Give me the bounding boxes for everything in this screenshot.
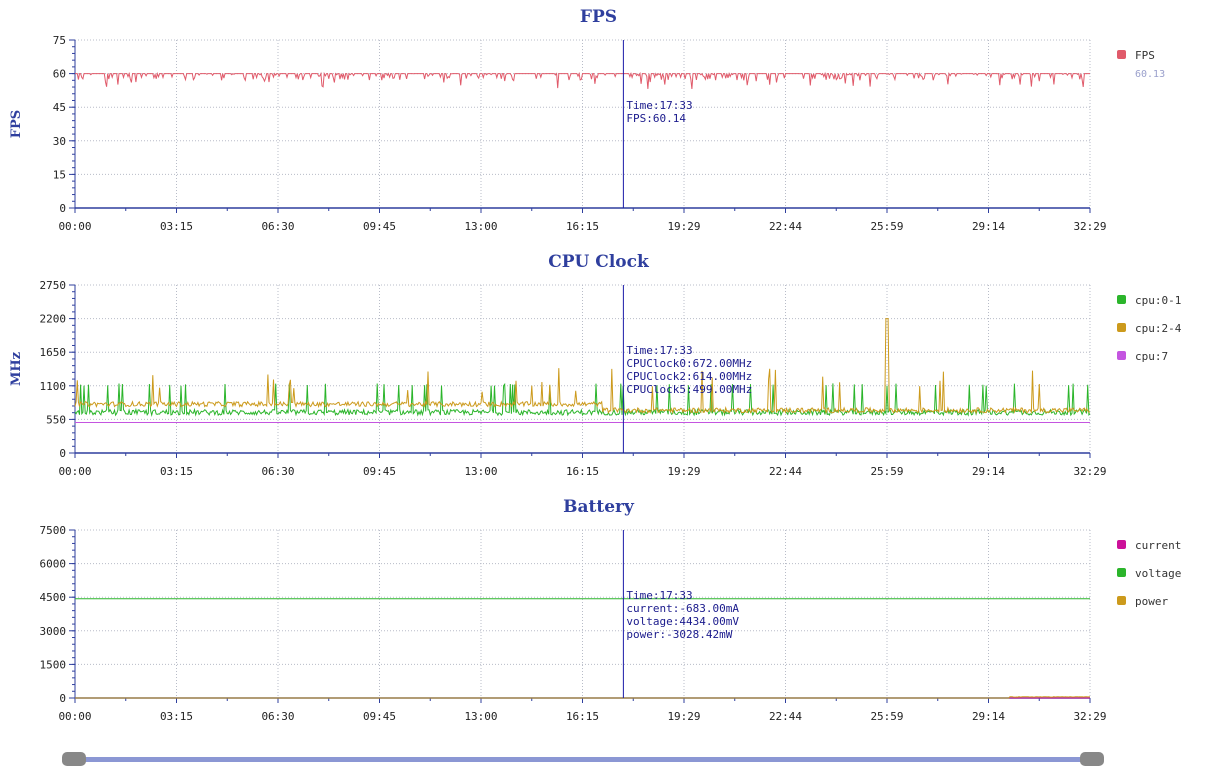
- y-tick-label: 2750: [40, 279, 67, 292]
- legend-entry: voltage: [1135, 567, 1181, 580]
- legend-entry: current: [1135, 539, 1181, 552]
- x-tick-label: 19:29: [667, 220, 700, 233]
- series-line-power: [75, 696, 1091, 699]
- y-tick-label: 0: [59, 202, 66, 215]
- series-line-cpu01: [74, 382, 1091, 417]
- y-tick-label: 1100: [40, 380, 67, 393]
- x-tick-label: 22:44: [769, 710, 802, 723]
- x-tick-label: 13:00: [464, 220, 497, 233]
- legend-value: 60.13: [1135, 69, 1165, 80]
- x-tick-label: 06:30: [261, 220, 294, 233]
- y-tick-label: 2200: [40, 313, 67, 326]
- x-tick-label: 06:30: [261, 465, 294, 478]
- x-tick-label: 19:29: [667, 465, 700, 478]
- y-tick-label: 15: [53, 168, 66, 181]
- range-end-handle[interactable]: [1080, 752, 1104, 766]
- tooltip-line: Time:17:33: [626, 344, 692, 357]
- y-tick-label: 1500: [40, 658, 67, 671]
- legend-entry: power: [1135, 595, 1168, 608]
- x-tick-label: 13:00: [464, 465, 497, 478]
- x-tick-label: 00:00: [58, 220, 91, 233]
- tooltip-line: FPS:60.14: [626, 112, 686, 125]
- chart-title: CPU Clock: [548, 252, 650, 272]
- x-tick-label: 00:00: [58, 710, 91, 723]
- time-range-slider[interactable]: [62, 751, 1104, 769]
- x-tick-label: 16:15: [566, 220, 599, 233]
- legend-swatch: [1117, 295, 1126, 304]
- x-tick-label: 32:29: [1073, 220, 1106, 233]
- x-tick-label: 29:14: [972, 220, 1005, 233]
- x-tick-label: 03:15: [160, 465, 193, 478]
- tooltip-line: CPUClock5:499.00MHz: [626, 383, 752, 396]
- tooltip-line: current:-683.00mA: [626, 602, 739, 615]
- legend-swatch: [1117, 50, 1126, 59]
- x-tick-label: 32:29: [1073, 710, 1106, 723]
- x-tick-label: 29:14: [972, 710, 1005, 723]
- range-start-handle[interactable]: [62, 752, 86, 766]
- y-tick-label: 4500: [40, 591, 67, 604]
- series-line-cpu24: [74, 318, 1091, 415]
- y-tick-label: 3000: [40, 625, 67, 638]
- legend-swatch: [1117, 323, 1126, 332]
- y-tick-label: 7500: [40, 524, 67, 537]
- x-tick-label: 16:15: [566, 465, 599, 478]
- legend-swatch: [1117, 568, 1126, 577]
- x-tick-label: 09:45: [363, 710, 396, 723]
- x-tick-label: 19:29: [667, 710, 700, 723]
- x-tick-label: 16:15: [566, 710, 599, 723]
- y-tick-label: 1650: [40, 346, 67, 359]
- x-tick-label: 22:44: [769, 220, 802, 233]
- legend-entry: cpu:2-4: [1135, 322, 1182, 335]
- x-tick-label: 13:00: [464, 710, 497, 723]
- tooltip-line: power:-3028.42mW: [626, 628, 732, 641]
- legend-swatch: [1117, 351, 1126, 360]
- legend-entry: FPS: [1135, 49, 1155, 62]
- x-tick-label: 22:44: [769, 465, 802, 478]
- chart-title: FPS: [580, 7, 617, 27]
- y-tick-label: 60: [53, 68, 66, 81]
- tooltip-line: Time:17:33: [626, 589, 692, 602]
- x-tick-label: 03:15: [160, 710, 193, 723]
- x-tick-label: 00:00: [58, 465, 91, 478]
- x-tick-label: 09:45: [363, 220, 396, 233]
- x-tick-label: 25:59: [870, 220, 903, 233]
- x-tick-label: 32:29: [1073, 465, 1106, 478]
- x-tick-label: 29:14: [972, 465, 1005, 478]
- time-range-track[interactable]: [72, 757, 1094, 762]
- x-tick-label: 09:45: [363, 465, 396, 478]
- x-tick-label: 25:59: [870, 465, 903, 478]
- legend-swatch: [1117, 540, 1126, 549]
- y-axis-label: MHz: [9, 352, 24, 386]
- y-tick-label: 6000: [40, 558, 67, 571]
- y-tick-label: 45: [53, 101, 66, 114]
- legend-entry: cpu:0-1: [1135, 294, 1181, 307]
- chart-panel-1: CPU Clock MHz 0 550 1100 1650 2200 2750 00:00 03:…: [9, 252, 1182, 478]
- legend-swatch: [1117, 596, 1126, 605]
- tooltip-line: Time:17:33: [626, 99, 692, 112]
- x-tick-label: 25:59: [870, 710, 903, 723]
- y-tick-label: 75: [53, 34, 66, 47]
- x-tick-label: 06:30: [261, 710, 294, 723]
- tooltip-line: voltage:4434.00mV: [626, 615, 739, 628]
- y-tick-label: 0: [59, 692, 66, 705]
- y-tick-label: 30: [53, 135, 66, 148]
- chart-title: Battery: [563, 497, 635, 517]
- tooltip-line: CPUClock0:672.00MHz: [626, 357, 752, 370]
- y-axis-label: FPS: [9, 110, 24, 138]
- chart-panel-2: Battery 0 1500 3000 4500 6000 7500 00:00 03:15 06…: [40, 497, 1182, 723]
- legend-entry: cpu:7: [1135, 350, 1168, 363]
- x-tick-label: 03:15: [160, 220, 193, 233]
- tooltip-line: CPUClock2:614.00MHz: [626, 370, 752, 383]
- y-tick-label: 0: [59, 447, 66, 460]
- chart-panel-0: FPS FPS 0 15 30 45 60 75 00:00 03:15 06:30 09:45 13:…: [9, 7, 1165, 233]
- series-line-FPS: [75, 71, 1090, 90]
- y-tick-label: 550: [46, 413, 66, 426]
